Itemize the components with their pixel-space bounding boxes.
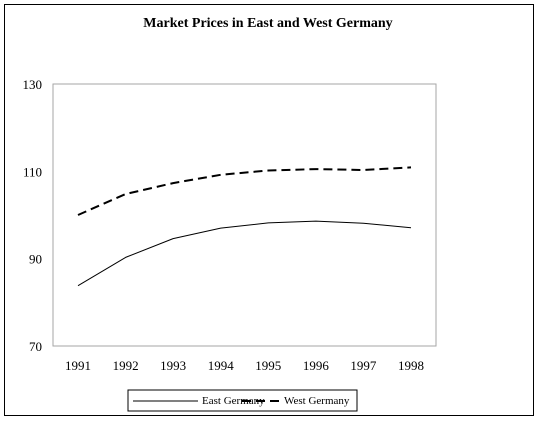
series-layer <box>77 166 412 287</box>
y-tick-label-110: 110 <box>23 164 42 179</box>
y-tick-label-90: 90 <box>29 252 42 267</box>
x-tick-label-1992: 1992 <box>113 358 139 373</box>
x-tick-label-1994: 1994 <box>208 358 235 373</box>
legend-label-west-germany: West Germany <box>284 395 350 407</box>
y-tick-label-130: 130 <box>23 77 43 92</box>
chart-frame <box>4 4 534 416</box>
x-axis-ticks: 1991 1992 1993 1994 1995 1996 1997 1998 <box>65 358 424 373</box>
x-tick-label-1997: 1997 <box>350 358 377 373</box>
plot-area <box>52 83 437 347</box>
legend-box <box>127 389 358 412</box>
y-tick-label-70: 70 <box>29 339 42 354</box>
x-tick-label-1996: 1996 <box>303 358 330 373</box>
series-line-east-germany <box>77 220 412 287</box>
chart-title: Market Prices in East and West Germany <box>143 16 392 31</box>
y-axis-ticks: 70 90 110 130 <box>23 77 43 354</box>
legend: East Germany West Germany <box>127 389 358 412</box>
x-tick-label-1998: 1998 <box>398 358 424 373</box>
legend-label-east-germany: East Germany <box>202 395 265 407</box>
x-tick-label-1995: 1995 <box>255 358 281 373</box>
series-line-west-germany <box>77 166 412 216</box>
x-tick-label-1991: 1991 <box>65 358 91 373</box>
x-tick-label-1993: 1993 <box>160 358 186 373</box>
